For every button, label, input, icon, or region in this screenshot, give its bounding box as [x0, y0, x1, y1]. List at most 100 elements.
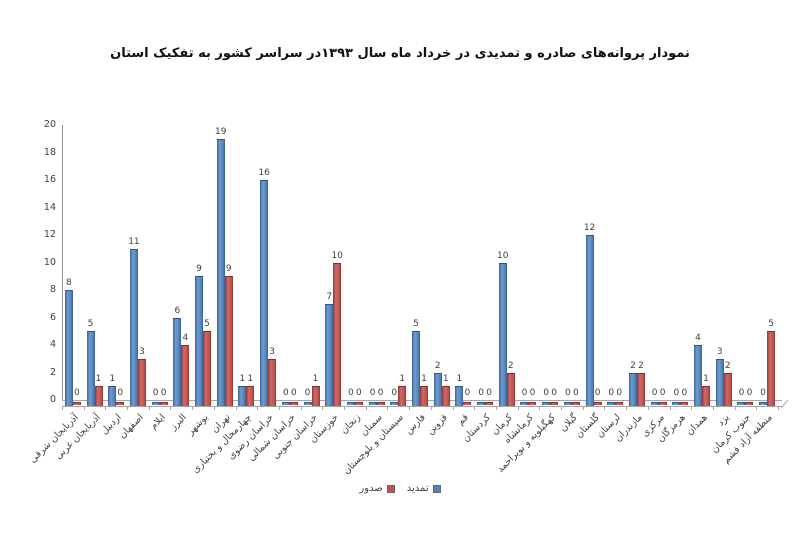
- legend-item-tamdid: تمدید: [407, 483, 441, 494]
- bar-value-label: 0: [651, 388, 658, 398]
- bar-sodur: [658, 402, 667, 405]
- bar-value-label: 0: [369, 388, 376, 398]
- bar-value-label: 1: [399, 374, 406, 385]
- x-axis-tick: [344, 407, 346, 410]
- x-axis-tick: [365, 407, 367, 410]
- bar-value-label: 5: [204, 319, 210, 330]
- y-axis-tick-label: 10: [43, 256, 56, 268]
- x-axis-tick: [62, 407, 63, 410]
- bar-tamdid: [108, 386, 117, 406]
- bar-tamdid: [86, 331, 95, 406]
- bar-tamdid: [216, 138, 225, 406]
- bar-value-label: 0: [348, 388, 354, 398]
- bar-sodur: [72, 402, 81, 405]
- bar-value-label: 0: [738, 388, 745, 398]
- chart-title: نمودار پروانه‌های صادره و تمدیدی در خردا…: [110, 46, 690, 61]
- bar-tamdid: [650, 402, 659, 405]
- x-axis-tick: [409, 407, 411, 410]
- bar-sodur: [420, 386, 428, 406]
- x-axis-tick: [452, 407, 454, 410]
- bar-value-label: 0: [391, 388, 398, 398]
- bar-sodur: [615, 402, 624, 405]
- bar-sodur: [268, 358, 277, 406]
- bar-value-label: 0: [551, 388, 558, 398]
- x-axis-tick: [257, 407, 259, 410]
- x-axis-tick: [387, 407, 389, 410]
- bar-value-label: 0: [594, 388, 601, 398]
- bar-tamdid: [325, 303, 334, 406]
- bar-value-label: 1: [703, 374, 709, 385]
- bar-value-label: 0: [464, 388, 471, 398]
- x-axis-tick: [430, 407, 432, 410]
- bar-sodur: [593, 402, 602, 405]
- bar-sodur: [528, 402, 537, 405]
- bar-value-label: 0: [543, 388, 550, 398]
- bar-tamdid: [694, 345, 703, 406]
- bar-tamdid: [628, 372, 637, 406]
- bar-value-label: 1: [421, 374, 427, 385]
- bar-value-label: 10: [331, 250, 343, 261]
- bar-value-label: 1: [442, 374, 449, 385]
- x-axis-tick: [734, 407, 736, 410]
- bar-value-label: 2: [638, 360, 644, 371]
- bar-value-label: 8: [65, 278, 72, 288]
- bar-value-label: 1: [456, 374, 463, 385]
- bar-value-label: 4: [695, 333, 701, 343]
- y-axis-tick-label: 0: [49, 394, 56, 405]
- bar-tamdid: [715, 358, 724, 406]
- bar-value-label: 0: [565, 388, 571, 398]
- bar-value-label: 1: [312, 374, 319, 385]
- bar-tamdid: [260, 180, 269, 406]
- x-axis-tick: [127, 407, 129, 410]
- bar-value-label: 0: [290, 388, 297, 398]
- bar-tamdid: [542, 402, 551, 405]
- bar-value-label: 0: [673, 388, 680, 398]
- bar-tamdid: [585, 235, 594, 406]
- x-axis-tick: [105, 407, 107, 410]
- bar-sodur: [159, 402, 168, 405]
- x-axis-tick: [517, 407, 519, 410]
- bar-value-label: 0: [529, 388, 536, 398]
- bar-value-label: 0: [608, 388, 615, 398]
- bar-value-label: 3: [139, 346, 145, 357]
- x-axis-tick: [278, 407, 280, 410]
- bar-value-label: 9: [225, 264, 232, 275]
- bar-sodur: [506, 372, 515, 406]
- bar-value-label: 1: [95, 374, 102, 385]
- bar-tamdid: [238, 386, 247, 406]
- bar-value-label: 2: [630, 360, 636, 371]
- bar-value-label: 0: [681, 388, 688, 398]
- bar-value-label: 10: [497, 250, 509, 261]
- x-axis-tick: [213, 407, 215, 410]
- legend-swatch-red: [386, 484, 395, 493]
- x-axis-tick: [170, 407, 172, 410]
- bar-sodur: [550, 402, 559, 405]
- bar-sodur: [376, 402, 385, 405]
- bar-tamdid: [129, 248, 138, 406]
- bar-sodur: [333, 262, 342, 406]
- bar-value-label: 7: [326, 291, 333, 302]
- x-axis-tick: [322, 407, 324, 410]
- y-axis-tick-label: 12: [43, 229, 56, 240]
- x-axis-tick: [582, 407, 584, 410]
- bar-value-label: 16: [258, 168, 270, 178]
- bar-value-label: 0: [152, 388, 159, 398]
- bar-value-label: 6: [174, 305, 181, 316]
- bar-tamdid: [433, 372, 442, 406]
- legend-item-sodur: صدور: [359, 483, 395, 494]
- bar-value-label: 1: [247, 374, 254, 385]
- bar-value-label: 0: [282, 388, 289, 398]
- bar-value-label: 0: [746, 388, 753, 398]
- bar-value-label: 0: [304, 388, 311, 398]
- bar-tamdid: [412, 331, 420, 406]
- x-axis-tick: [756, 407, 758, 410]
- x-axis-tick: [495, 407, 497, 410]
- y-axis-tick-label: 18: [43, 146, 56, 158]
- x-axis-tick: [778, 407, 779, 410]
- x-axis-tick: [235, 407, 237, 410]
- bar-tamdid: [672, 402, 681, 405]
- bar-value-label: 0: [160, 388, 167, 398]
- x-axis-tick: [669, 407, 671, 410]
- bar-value-label: 5: [768, 319, 774, 330]
